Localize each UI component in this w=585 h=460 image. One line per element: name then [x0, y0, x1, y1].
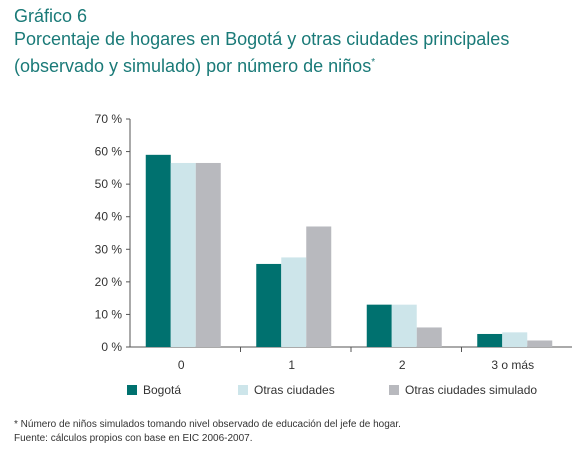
source-note: Fuente: cálculos propios con base en EIC… — [14, 433, 253, 444]
title-footnote-marker: * — [371, 57, 376, 68]
y-tick-label: 50 % — [95, 177, 123, 191]
figure-label: Gráfico 6 — [14, 6, 88, 26]
bar — [502, 332, 528, 347]
bar — [170, 162, 196, 347]
bar — [306, 226, 332, 347]
bar — [145, 154, 171, 347]
bar — [527, 340, 553, 347]
legend-label: Otras ciudades simulado — [405, 383, 537, 397]
bar — [477, 333, 503, 347]
y-tick-label: 60 % — [95, 145, 123, 159]
y-tick-label: 30 % — [95, 242, 123, 256]
x-tick-label: 2 — [399, 358, 406, 372]
x-tick-label: 1 — [288, 358, 295, 372]
chart-title-line-2: (observado y simulado) por número de niñ… — [14, 51, 509, 78]
y-tick-label: 70 % — [95, 112, 123, 126]
x-tick-label: 3 o más — [491, 358, 534, 372]
chart-title-line-2-text: (observado y simulado) por número de niñ… — [14, 56, 372, 76]
chart-notes: * Número de niños simulados tomando nive… — [14, 418, 401, 446]
bar — [256, 263, 282, 347]
bar — [281, 257, 307, 347]
x-tick-label: 0 — [178, 358, 185, 372]
legend-swatch — [389, 385, 399, 395]
y-tick-label: 0 % — [101, 340, 122, 354]
bar — [195, 162, 221, 347]
bar — [416, 327, 442, 347]
bar — [391, 304, 417, 347]
legend-swatch — [127, 385, 137, 395]
legend-label: Bogotá — [143, 383, 181, 397]
bar — [366, 304, 392, 347]
legend-swatch — [238, 385, 248, 395]
footnote: * Número de niños simulados tomando nive… — [14, 419, 401, 430]
y-tick-label: 10 % — [95, 307, 123, 321]
y-tick-label: 20 % — [95, 275, 123, 289]
y-tick-label: 40 % — [95, 210, 123, 224]
chart-title-line-1: Porcentaje de hogares en Bogotá y otras … — [14, 29, 510, 49]
legend-label: Otras ciudades — [254, 383, 335, 397]
bar-chart: 0 % 10 % 20 % 30 % 40 % 50 % 60 % 70 % 0 1 2 3 o má… — [95, 112, 572, 397]
chart-title-block: Gráfico 6 Porcentaje de hogares en Bogot… — [14, 4, 509, 78]
